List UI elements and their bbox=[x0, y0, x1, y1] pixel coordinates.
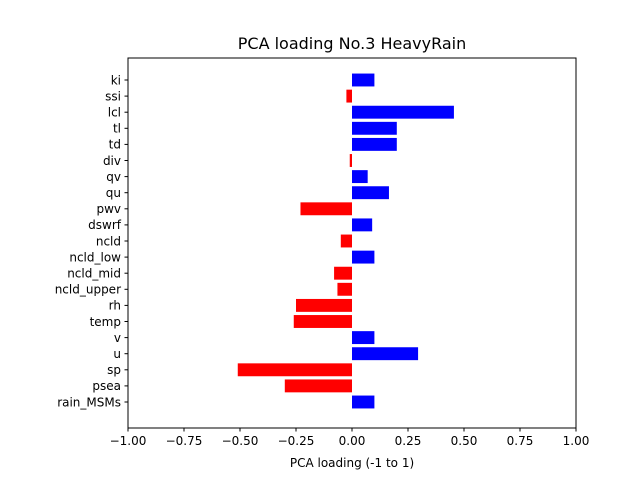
y-tick-label: div bbox=[103, 154, 121, 168]
y-tick-label: v bbox=[114, 331, 121, 345]
bar-dswrf bbox=[352, 218, 373, 232]
y-tick-label: dswrf bbox=[88, 218, 122, 232]
y-tick-label: ssi bbox=[105, 89, 121, 103]
x-tick-label: −0.25 bbox=[278, 434, 315, 448]
bar-ki bbox=[352, 73, 375, 87]
bar-ncld bbox=[340, 234, 352, 248]
y-tick-label: qv bbox=[106, 170, 121, 184]
bar-temp bbox=[293, 315, 352, 328]
y-tick-label: ncld_upper bbox=[55, 283, 121, 297]
bars-group bbox=[237, 73, 454, 409]
x-tick-label: 0.00 bbox=[339, 434, 366, 448]
x-axis-label: PCA loading (-1 to 1) bbox=[290, 456, 414, 470]
y-tick-label: rain_MSMs bbox=[57, 395, 121, 409]
chart-title: PCA loading No.3 HeavyRain bbox=[238, 34, 466, 53]
bar-v bbox=[352, 331, 375, 345]
x-axis: −1.00 −0.75 −0.50 −0.25 0.00 0.25 0.50 0.75 1.00 bbox=[110, 428, 590, 448]
x-tick-label: 0.75 bbox=[507, 434, 534, 448]
bar-ncld_mid bbox=[334, 266, 352, 280]
bar-psea bbox=[284, 379, 352, 393]
y-tick-label: ncld_mid bbox=[67, 267, 121, 281]
bar-u bbox=[352, 347, 419, 361]
x-tick-label: −1.00 bbox=[110, 434, 147, 448]
y-tick-label: u bbox=[113, 347, 121, 361]
bar-ssi bbox=[346, 89, 352, 103]
y-tick-label: ncld_low bbox=[69, 250, 121, 264]
x-tick-label: 0.50 bbox=[451, 434, 478, 448]
bar-pwv bbox=[300, 202, 352, 216]
y-tick-label: ki bbox=[111, 73, 121, 87]
bar-qu bbox=[352, 186, 389, 200]
bar-td bbox=[352, 137, 397, 151]
y-axis: ki ssi lcl tl td div qv qu pwv dswrf ncld ncld_lown… bbox=[55, 73, 128, 409]
y-tick-label: psea bbox=[92, 379, 121, 393]
bar-div bbox=[349, 154, 352, 167]
y-tick-label: temp bbox=[90, 315, 121, 329]
bar-ncld_low bbox=[352, 250, 375, 264]
x-tick-label: −0.75 bbox=[166, 434, 203, 448]
x-tick-label: 1.00 bbox=[563, 434, 590, 448]
y-tick-label: tl bbox=[113, 122, 121, 136]
y-tick-label: sp bbox=[107, 363, 121, 377]
y-tick-label: pwv bbox=[96, 202, 121, 216]
bar-sp bbox=[237, 363, 352, 377]
y-tick-label: qu bbox=[106, 186, 121, 200]
bar-qv bbox=[352, 170, 368, 184]
y-tick-label: lcl bbox=[108, 106, 121, 120]
x-tick-label: 0.25 bbox=[395, 434, 422, 448]
bar-lcl bbox=[352, 105, 454, 119]
y-tick-label: td bbox=[109, 138, 121, 152]
bar-rh bbox=[296, 298, 352, 312]
bar-tl bbox=[352, 121, 397, 135]
x-tick-label: −0.50 bbox=[222, 434, 259, 448]
bar-ncld_upper bbox=[337, 282, 352, 296]
y-tick-label: rh bbox=[109, 299, 121, 313]
bar-rain_MSMs bbox=[352, 395, 375, 409]
y-tick-label: ncld bbox=[96, 234, 121, 248]
